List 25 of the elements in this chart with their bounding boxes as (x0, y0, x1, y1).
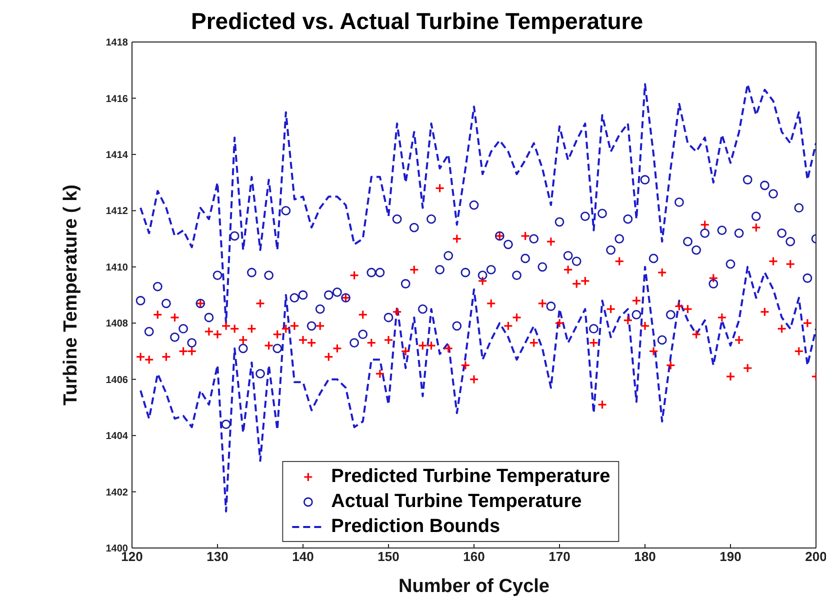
legend-label: Actual Turbine Temperature (331, 490, 582, 514)
x-tick-label: 150 (378, 549, 400, 564)
y-tick-label: 1406 (106, 374, 128, 386)
y-axis-title: Turbine Temperature ( k) (60, 184, 82, 406)
chart-title: Predicted vs. Actual Turbine Temperature (190, 8, 644, 34)
y-tick-label: 1414 (106, 150, 128, 161)
y-tick-label: 1402 (106, 487, 128, 498)
y-tick-label: 1410 (106, 262, 128, 274)
legend-label: Predicted Turbine Temperature (331, 465, 610, 489)
legend-label: Prediction Bounds (331, 515, 500, 539)
x-tick-label: 140 (292, 549, 314, 564)
line-series (140, 266, 816, 512)
x-tick-label: 200 (805, 549, 827, 564)
y-tick-label: 1404 (106, 431, 128, 442)
x-axis-title: Number of Cycle (398, 576, 550, 597)
x-tick-label: 180 (634, 549, 656, 564)
y-tick-label: 1418 (106, 38, 128, 49)
y-tick-label: 1412 (106, 206, 128, 218)
x-tick-label: 190 (720, 549, 742, 564)
line-series (140, 83, 816, 324)
x-tick-label: 160 (463, 549, 485, 564)
y-tick-label: 1416 (106, 94, 128, 105)
x-tick-label: 130 (206, 549, 228, 564)
x-tick-label: 170 (548, 549, 570, 564)
y-tick-label: 1408 (106, 318, 128, 330)
